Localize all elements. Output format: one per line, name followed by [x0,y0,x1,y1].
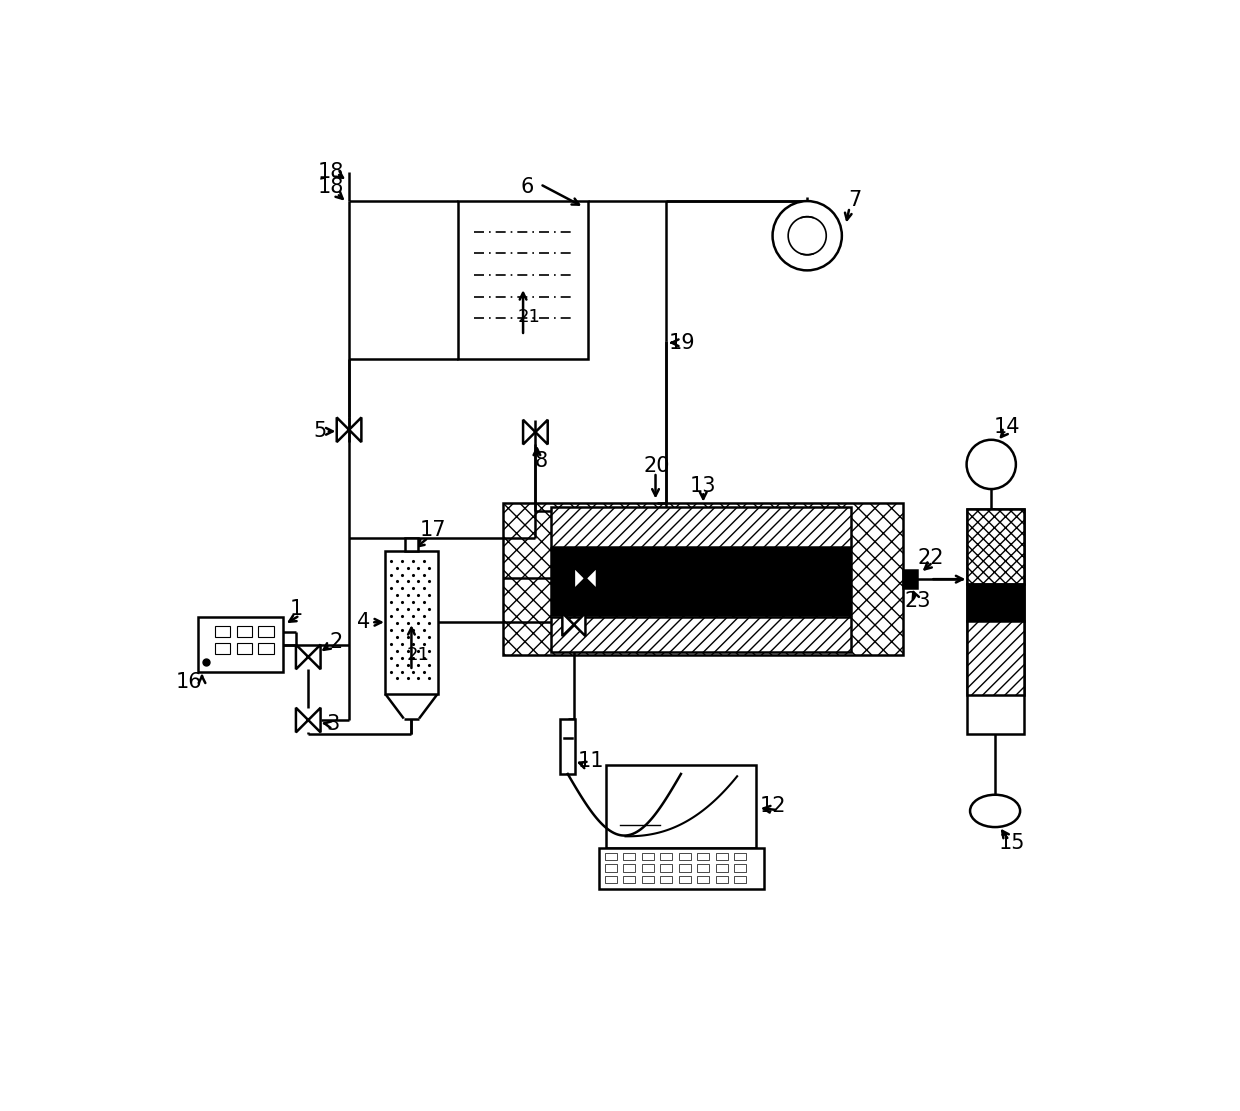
Text: 14: 14 [993,418,1019,438]
Text: 18: 18 [319,162,345,182]
Text: 23: 23 [904,591,930,611]
Text: 7: 7 [848,190,862,210]
FancyBboxPatch shape [715,864,728,872]
FancyBboxPatch shape [660,864,672,872]
FancyBboxPatch shape [641,852,653,860]
Text: 20: 20 [644,456,671,476]
Text: 12: 12 [760,797,786,817]
Text: 5: 5 [314,421,326,441]
Text: 2: 2 [330,631,342,651]
FancyBboxPatch shape [459,201,588,359]
FancyBboxPatch shape [697,852,709,860]
FancyBboxPatch shape [967,509,1024,583]
FancyBboxPatch shape [386,551,438,694]
FancyBboxPatch shape [551,507,851,547]
Text: 4: 4 [357,612,371,632]
Text: 11: 11 [578,751,604,771]
FancyBboxPatch shape [606,764,756,848]
Polygon shape [296,644,321,669]
FancyBboxPatch shape [215,627,231,637]
FancyBboxPatch shape [660,875,672,883]
Circle shape [773,201,842,270]
Text: 8: 8 [534,451,548,471]
FancyBboxPatch shape [258,643,274,654]
FancyBboxPatch shape [551,548,851,615]
FancyBboxPatch shape [624,875,635,883]
FancyBboxPatch shape [678,852,691,860]
FancyBboxPatch shape [624,864,635,872]
Circle shape [967,440,1016,489]
Text: 19: 19 [668,333,694,353]
FancyBboxPatch shape [697,864,709,872]
FancyBboxPatch shape [967,509,1024,734]
FancyBboxPatch shape [605,864,618,872]
Text: 10: 10 [590,619,616,639]
FancyBboxPatch shape [734,852,746,860]
FancyBboxPatch shape [560,719,575,774]
Polygon shape [337,418,361,442]
FancyBboxPatch shape [198,617,283,672]
FancyBboxPatch shape [734,875,746,883]
FancyBboxPatch shape [599,848,764,890]
FancyBboxPatch shape [678,864,691,872]
FancyBboxPatch shape [734,864,746,872]
FancyBboxPatch shape [967,583,1024,621]
FancyBboxPatch shape [215,643,231,654]
Polygon shape [523,420,548,444]
Text: 9: 9 [569,541,583,561]
FancyBboxPatch shape [258,627,274,637]
FancyBboxPatch shape [678,875,691,883]
FancyBboxPatch shape [715,852,728,860]
Text: 21: 21 [407,647,429,664]
FancyBboxPatch shape [715,875,728,883]
Text: 17: 17 [419,520,446,540]
FancyBboxPatch shape [237,627,252,637]
Text: 6: 6 [521,178,533,198]
Text: 3: 3 [326,714,340,734]
Polygon shape [563,613,585,637]
FancyBboxPatch shape [605,875,618,883]
Text: P: P [983,454,999,474]
FancyBboxPatch shape [697,875,709,883]
FancyBboxPatch shape [904,570,918,589]
FancyBboxPatch shape [551,617,851,651]
FancyBboxPatch shape [503,503,904,655]
FancyBboxPatch shape [641,864,653,872]
FancyBboxPatch shape [237,643,252,654]
FancyBboxPatch shape [641,875,653,883]
Polygon shape [574,567,596,590]
Text: 22: 22 [918,548,944,568]
Ellipse shape [970,794,1021,827]
Text: 18: 18 [319,178,345,198]
FancyBboxPatch shape [605,852,618,860]
Polygon shape [296,708,321,732]
FancyBboxPatch shape [405,538,418,551]
FancyBboxPatch shape [624,852,635,860]
FancyBboxPatch shape [660,852,672,860]
Text: 1: 1 [290,599,304,619]
Text: 21: 21 [518,308,541,326]
Text: 13: 13 [689,476,717,496]
Text: 15: 15 [998,833,1025,853]
Text: 16: 16 [176,671,202,691]
FancyBboxPatch shape [967,621,1024,695]
